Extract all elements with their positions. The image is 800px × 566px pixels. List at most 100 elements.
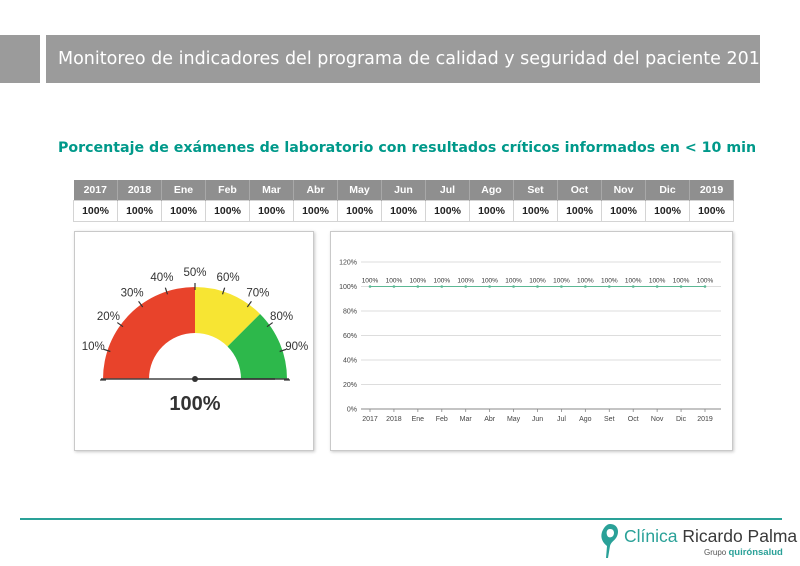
data-point bbox=[584, 285, 587, 288]
x-tick-label: Dic bbox=[676, 416, 687, 423]
data-label: 100% bbox=[673, 278, 690, 285]
table-cell: 100% bbox=[381, 199, 426, 222]
data-point bbox=[368, 285, 372, 288]
data-point bbox=[560, 285, 563, 288]
x-tick-label: 2017 bbox=[362, 416, 378, 423]
x-tick-label: 2019 bbox=[697, 416, 713, 423]
table-header-cell: 2017 bbox=[73, 180, 118, 200]
data-point bbox=[536, 285, 539, 288]
y-tick-label: 0% bbox=[347, 407, 357, 414]
table-cell: 100% bbox=[337, 199, 382, 222]
logo-mark-icon bbox=[601, 524, 618, 558]
data-label: 100% bbox=[625, 278, 642, 285]
clinic-logo: Clínica Ricardo Palma Grupo quirónsalud bbox=[598, 522, 797, 562]
data-label: 100% bbox=[481, 278, 498, 285]
data-point bbox=[607, 285, 611, 288]
table-cell: 100% bbox=[73, 199, 118, 222]
footer-divider bbox=[20, 518, 782, 520]
gauge-band-2 bbox=[227, 313, 287, 379]
gauge-panel: 10% 20% 30% 40% 50% 60% 70% 80% 90% 100% bbox=[74, 231, 314, 451]
data-point bbox=[631, 285, 635, 288]
data-label: 100% bbox=[386, 278, 403, 285]
gauge-tick-label: 30% bbox=[121, 287, 144, 299]
table-row: 100% 100% 100% 100% 100% 100% 100% 100% 100% 100%… bbox=[73, 199, 734, 222]
table-header-row: 2017 2018 Ene Feb Mar Abr May Jun Jul Ago Set Oct No… bbox=[73, 180, 734, 200]
table-cell: 100% bbox=[161, 199, 206, 222]
gauge-tick-label: 20% bbox=[97, 311, 120, 323]
gauge-tick-label: 10% bbox=[82, 341, 105, 353]
x-tick-label: 2018 bbox=[386, 416, 402, 423]
data-label: 100% bbox=[553, 278, 570, 285]
table-header-cell: Set bbox=[513, 180, 558, 200]
table-header-cell: May bbox=[337, 180, 382, 200]
indicator-table: 2017 2018 Ene Feb Mar Abr May Jun Jul Ago Set Oct No… bbox=[73, 180, 734, 222]
gauge-tick-label: 80% bbox=[270, 311, 293, 323]
data-label: 100% bbox=[697, 278, 714, 285]
data-label: 100% bbox=[649, 278, 666, 285]
banner-accent-block bbox=[0, 35, 40, 83]
brand-wordmark: Clínica Ricardo Palma bbox=[624, 526, 797, 547]
table-header-cell: Abr bbox=[293, 180, 338, 200]
data-label: 100% bbox=[529, 278, 546, 285]
data-point bbox=[488, 285, 491, 288]
data-point bbox=[464, 285, 468, 288]
table-header-cell: Dic bbox=[645, 180, 690, 200]
gauge-value-label: 100% bbox=[169, 393, 220, 415]
x-tick-label: Nov bbox=[651, 416, 664, 423]
x-tick-label: Ago bbox=[579, 416, 592, 423]
line-chart-panel: 0% 20% 40% 60% 80% 100% 120% 2017 2018 Ene Feb Mar A… bbox=[330, 231, 733, 451]
gauge-tick bbox=[116, 322, 124, 328]
gauge-needle-hub bbox=[192, 376, 198, 382]
page-title: Monitoreo de indicadores del programa de… bbox=[46, 35, 771, 83]
table-cell: 100% bbox=[205, 199, 250, 222]
gauge-band-1 bbox=[195, 287, 261, 347]
data-label: 100% bbox=[601, 278, 618, 285]
data-point bbox=[679, 285, 683, 288]
data-point bbox=[655, 285, 659, 288]
table-header-cell: 2018 bbox=[117, 180, 162, 200]
data-point bbox=[416, 285, 420, 288]
y-tick-label: 60% bbox=[343, 333, 357, 340]
x-tick-label: Feb bbox=[436, 416, 448, 423]
data-point bbox=[392, 285, 396, 288]
gauge-band-0 bbox=[103, 287, 195, 379]
table-header-cell: Ene bbox=[161, 180, 206, 200]
gauge-tick-label: 60% bbox=[217, 272, 240, 284]
data-label: 100% bbox=[433, 278, 450, 285]
x-tick-label: Jun bbox=[532, 416, 543, 423]
table-cell: 100% bbox=[469, 199, 514, 222]
brand-partner: quirónsalud bbox=[728, 547, 783, 558]
table-header-cell: 2019 bbox=[689, 180, 734, 200]
table-header-cell: Nov bbox=[601, 180, 646, 200]
y-tick-label: 80% bbox=[343, 309, 357, 316]
table-header-cell: Jul bbox=[425, 180, 470, 200]
gauge-tick bbox=[246, 300, 252, 308]
gauge-tick bbox=[279, 348, 287, 353]
x-tick-label: Ene bbox=[412, 416, 425, 423]
gauge-tick bbox=[266, 322, 274, 328]
y-tick-label: 20% bbox=[343, 382, 357, 389]
y-tick-label: 120% bbox=[339, 260, 357, 267]
data-label: 100% bbox=[505, 278, 522, 285]
gauge-tick bbox=[103, 348, 111, 353]
gauge-tick-label: 90% bbox=[285, 341, 308, 353]
gauge-tick-label: 50% bbox=[183, 267, 206, 279]
gauge-chart: 10% 20%30% 40% 50% 60% 70%80% 90% 100% bbox=[82, 267, 309, 415]
x-tick-label: Set bbox=[604, 416, 615, 423]
indicator-title: Porcentaje de exámenes de laboratorio co… bbox=[58, 140, 757, 156]
data-label: 100% bbox=[577, 278, 594, 285]
x-tick-label: Mar bbox=[460, 416, 473, 423]
x-tick-label: Jul bbox=[557, 416, 566, 423]
data-label: 100% bbox=[457, 278, 474, 285]
y-tick-label: 40% bbox=[343, 358, 357, 365]
y-tick-label: 100% bbox=[339, 284, 357, 291]
brand-group-label: Grupo bbox=[704, 548, 727, 557]
x-tick-label: Oct bbox=[628, 416, 639, 423]
table-cell: 100% bbox=[557, 199, 602, 222]
data-point bbox=[703, 285, 707, 288]
data-point bbox=[440, 285, 444, 288]
table-cell: 100% bbox=[249, 199, 294, 222]
table-header-cell: Ago bbox=[469, 180, 514, 200]
gauge-tick bbox=[221, 287, 226, 295]
table-header-cell: Mar bbox=[249, 180, 294, 200]
